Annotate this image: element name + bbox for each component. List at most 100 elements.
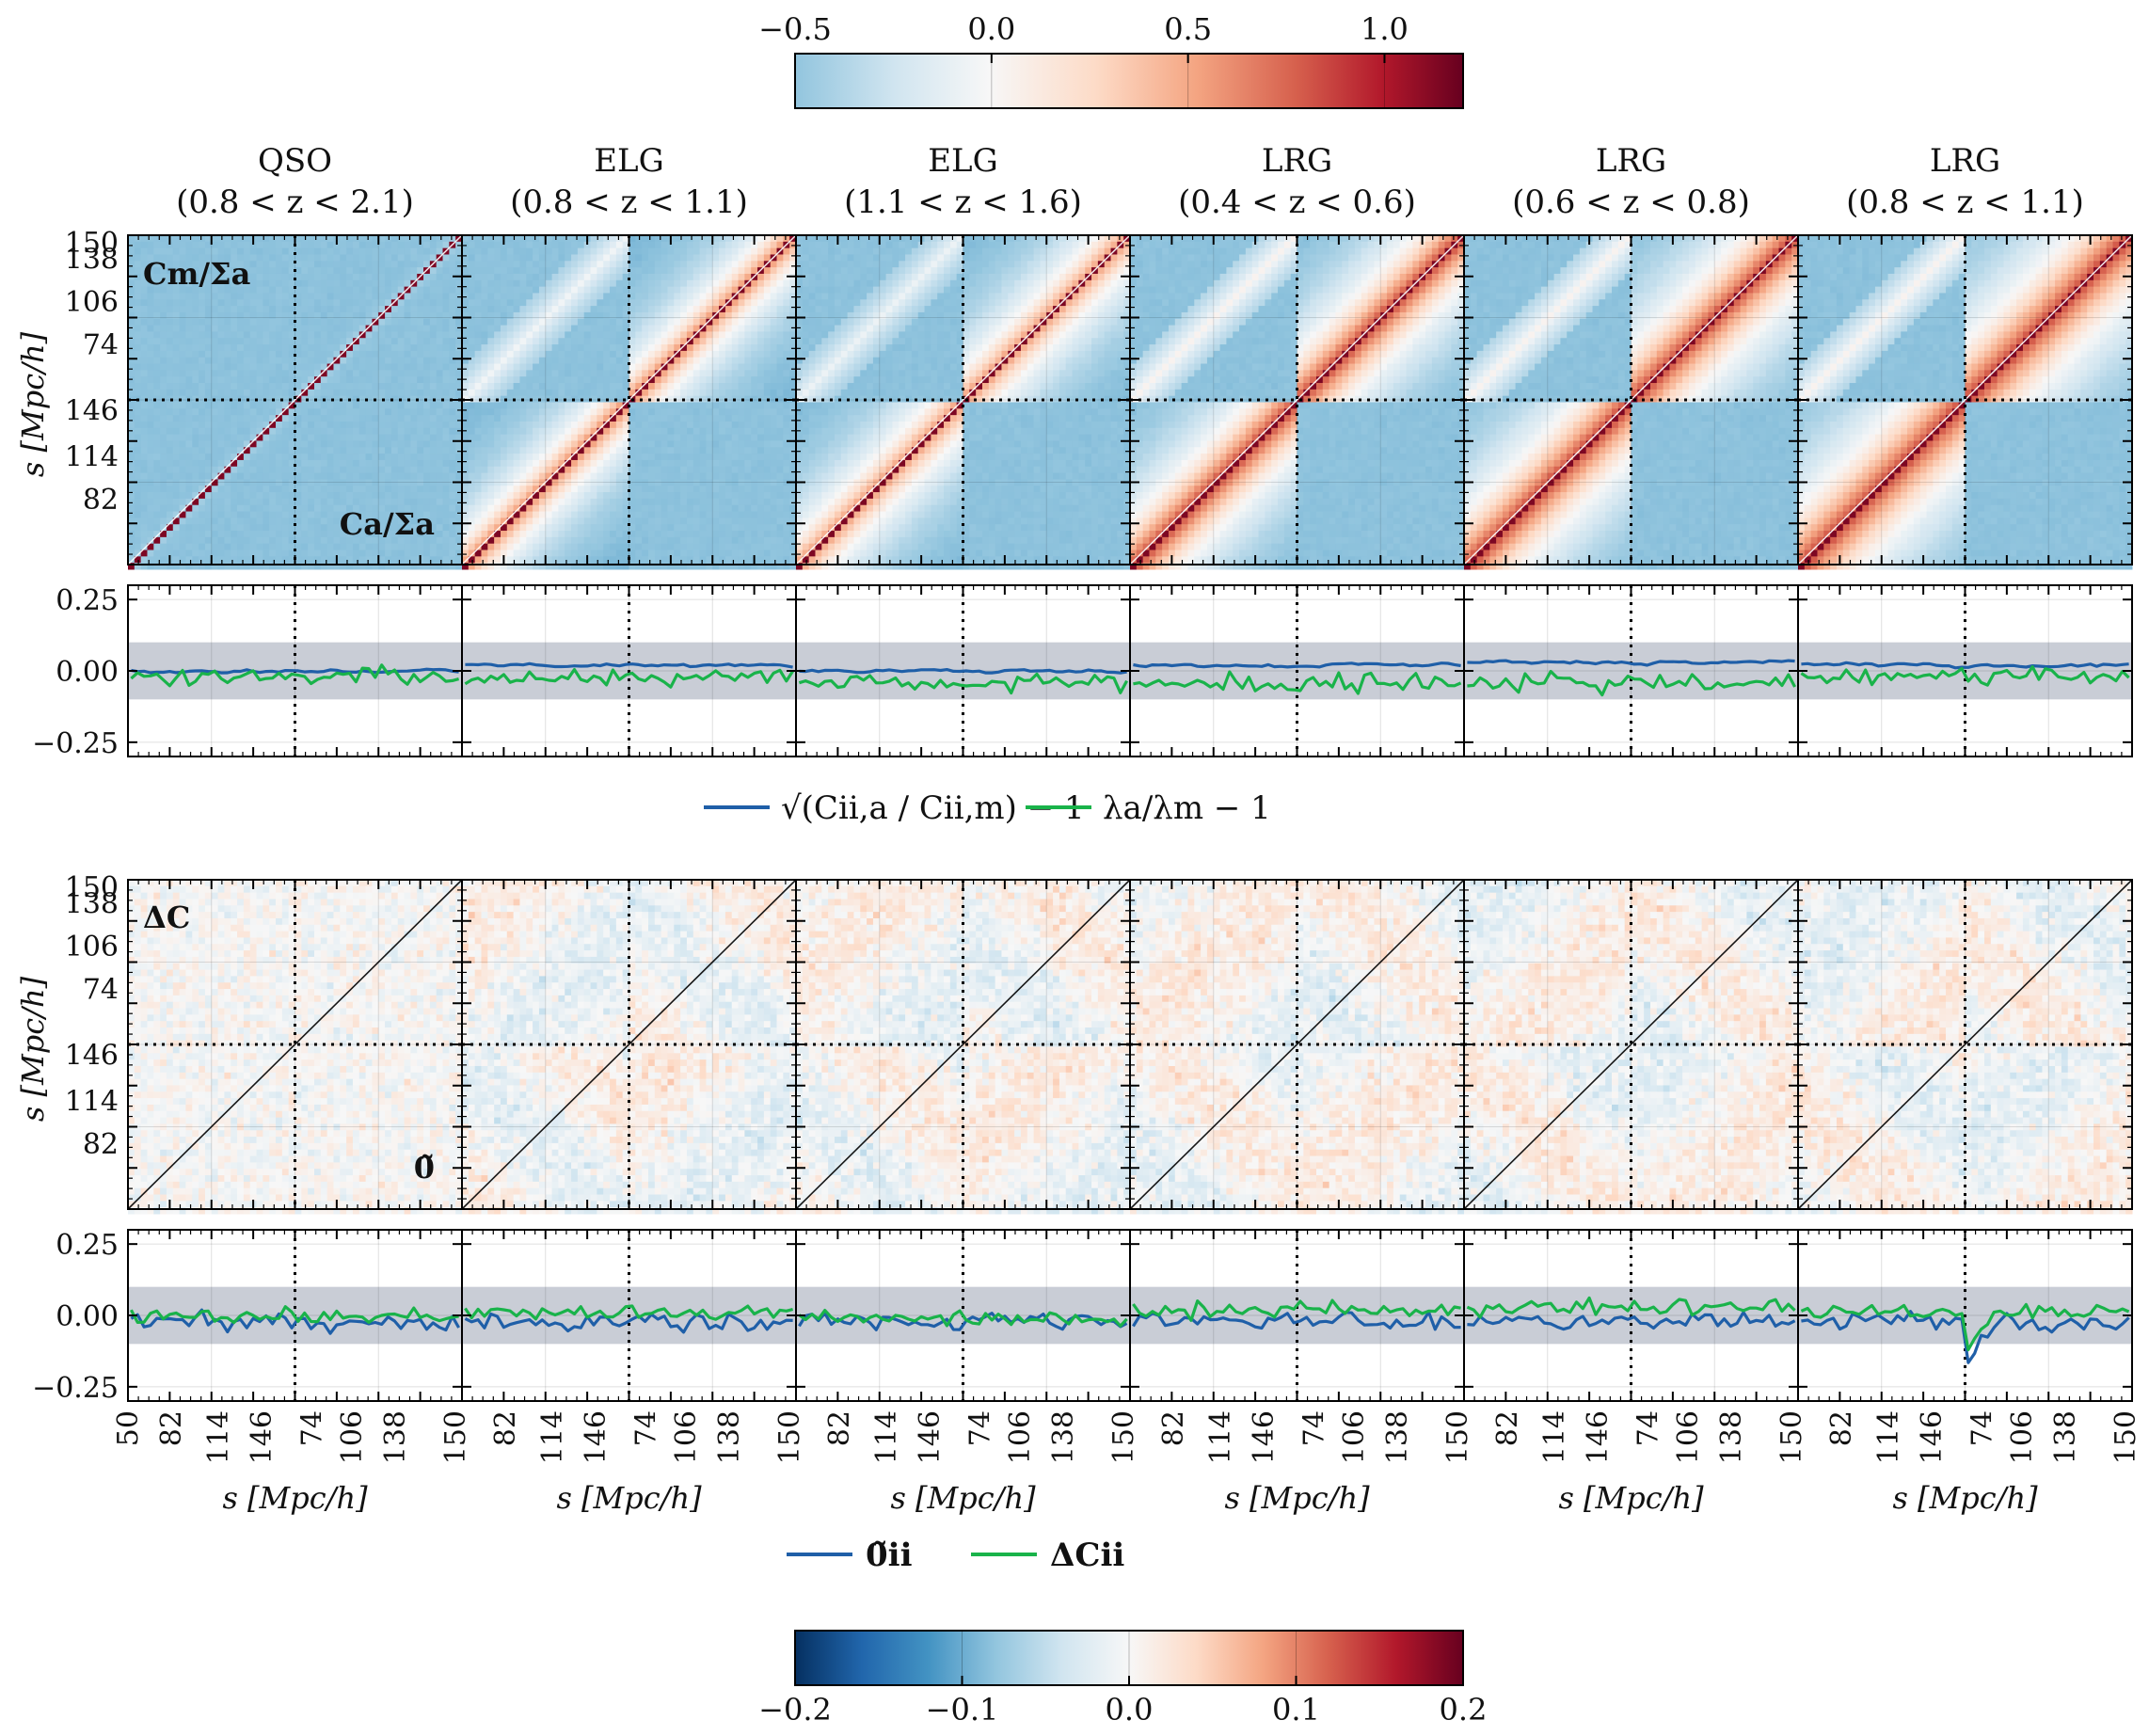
matrix-cell — [365, 937, 373, 945]
matrix-cell — [224, 1078, 231, 1086]
matrix-cell — [263, 549, 270, 557]
matrix-cell — [429, 293, 438, 300]
matrix-cell — [281, 1027, 290, 1035]
matrix-cell — [436, 556, 444, 564]
matrix-cell — [326, 536, 334, 545]
matrix-cell — [410, 279, 418, 288]
matrix-cell — [429, 518, 438, 525]
matrix-cell — [429, 1110, 438, 1119]
matrix-cell — [140, 1059, 148, 1067]
matrix-cell — [436, 1117, 444, 1124]
matrix-cell — [358, 880, 367, 887]
matrix-cell — [263, 924, 270, 932]
matrix-cell — [378, 408, 386, 416]
matrix-cell — [352, 1104, 360, 1112]
matrix-cell — [340, 518, 347, 525]
matrix-cell — [294, 363, 302, 371]
matrix-cell — [185, 1085, 193, 1092]
matrix-cell — [326, 370, 334, 377]
matrix-cell — [204, 486, 213, 493]
matrix-cell — [358, 1110, 367, 1119]
matrix-cell — [179, 885, 186, 894]
matrix-cell — [179, 989, 186, 996]
matrix-cell — [211, 1008, 219, 1015]
matrix-cell — [340, 963, 347, 971]
matrix-cell — [358, 1072, 367, 1080]
matrix-cell — [224, 241, 231, 249]
matrix-cell — [276, 924, 283, 932]
matrix-cell — [326, 454, 334, 461]
matrix-cell — [185, 982, 193, 990]
matrix-cell — [269, 498, 277, 506]
matrix-cell — [301, 279, 309, 288]
matrix-cell — [308, 1091, 315, 1099]
matrix-cell — [153, 982, 161, 990]
matrix-cell — [423, 389, 431, 397]
matrix-cell — [166, 370, 174, 377]
matrix-cell — [281, 989, 290, 996]
matrix-cell — [153, 325, 161, 332]
matrix-cell — [153, 286, 161, 294]
matrix-cell — [390, 549, 399, 557]
matrix-cell — [417, 254, 424, 262]
matrix-cell — [263, 1110, 270, 1119]
matrix-cell — [160, 279, 167, 288]
matrix-cell — [134, 880, 142, 887]
matrix-cell — [224, 1065, 231, 1074]
matrix-cell — [378, 1059, 386, 1067]
matrix-cell — [455, 466, 463, 474]
matrix-cell — [204, 299, 213, 307]
matrix-cell — [243, 969, 251, 977]
matrix-cell — [358, 1091, 367, 1099]
matrix-cell — [147, 447, 154, 454]
matrix-cell — [269, 1001, 277, 1010]
matrix-cell — [429, 440, 438, 448]
matrix-cell — [160, 1104, 167, 1112]
matrix-cell — [378, 937, 386, 945]
matrix-cell — [263, 492, 270, 500]
matrix-cell — [256, 1072, 263, 1080]
matrix-cell — [269, 325, 277, 332]
matrix-cell — [231, 370, 238, 377]
matrix-cell — [423, 1110, 431, 1119]
matrix-cell — [352, 950, 360, 958]
matrix-cell — [385, 254, 392, 262]
matrix-cell — [410, 479, 418, 486]
matrix-cell — [147, 511, 154, 518]
matrix-cell — [185, 440, 193, 448]
matrix-cell — [288, 1104, 295, 1112]
matrix-cell — [346, 421, 354, 429]
matrix-cell — [346, 976, 354, 983]
matrix-cell — [346, 402, 354, 409]
matrix-cell — [224, 504, 231, 513]
matrix-cell — [340, 479, 347, 486]
matrix-cell — [147, 299, 154, 307]
matrix-cell — [192, 963, 199, 971]
column-title: LRG — [1930, 142, 2000, 180]
matrix-cell — [211, 427, 219, 436]
matrix-cell — [390, 1021, 399, 1028]
matrix-cell — [455, 492, 463, 500]
matrix-cell — [160, 350, 167, 358]
matrix-cell — [385, 440, 392, 448]
matrix-cell — [449, 325, 456, 332]
matrix-cell — [204, 363, 213, 371]
matrix-cell — [436, 454, 444, 461]
matrix-cell — [224, 956, 231, 964]
matrix-cell — [410, 325, 418, 332]
matrix-cell — [231, 261, 238, 268]
matrix-cell — [166, 989, 174, 996]
matrix-cell — [276, 472, 283, 480]
matrix-cell — [410, 492, 418, 500]
matrix-cell — [404, 1027, 411, 1035]
matrix-cell — [147, 912, 154, 919]
matrix-cell — [455, 543, 463, 551]
matrix-cell — [313, 1110, 322, 1119]
matrix-cell — [385, 447, 392, 454]
matrix-cell — [378, 944, 386, 951]
matrix-cell — [179, 383, 186, 390]
matrix-cell — [288, 531, 295, 538]
matrix-cell — [224, 408, 231, 416]
matrix-cell — [320, 363, 328, 371]
matrix-cell — [372, 454, 379, 461]
